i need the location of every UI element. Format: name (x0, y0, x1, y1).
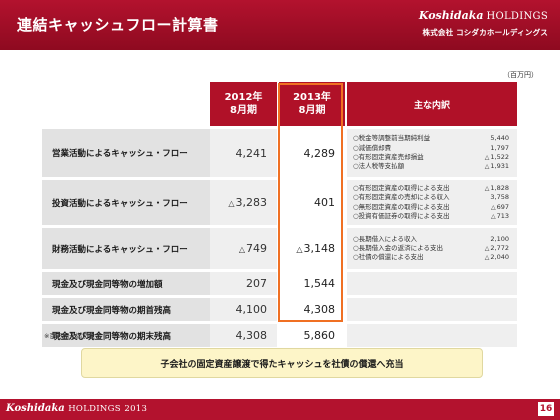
breakdown-item: ○有形固定資産の売却による収入 3,758 (353, 193, 509, 202)
negative-marker: △ (484, 254, 490, 262)
breakdown-list: ○有形固定資産の取得による支出 △1,828 ○有形固定資産の売却による収入 3,7… (345, 178, 517, 228)
header-fy2012: 2012年 8月期 (210, 82, 279, 129)
breakdown-empty (345, 322, 517, 350)
table-row-ending-balance: 現金及び現金同等物の期末残高 4,308 5,860 (42, 322, 517, 350)
negative-marker: △ (296, 245, 303, 254)
breakdown-list: ○長期借入による収入 2,100 ○長期借入金の返済による支出 △2,772 ○社債… (345, 226, 517, 272)
summary-banner: 子会社の固定資産譲渡で得たキャッシュを社債の償還へ充当 (81, 348, 483, 378)
cash-flow-table: 2012年 8月期 2013年 8月期 主な内訳 営業活動によるキャッシュ・フロ… (42, 82, 517, 350)
header-fy2013: 2013年 8月期 (278, 82, 346, 129)
value-2012: △3,283 (210, 178, 279, 228)
negative-marker: △ (490, 203, 496, 211)
header-fy2013-period: 8月期 (298, 105, 326, 116)
negative-marker: △ (484, 154, 490, 161)
table-row-financing: 財務活動によるキャッシュ・フロー △749 △3,148 ○長期借入による収入 2… (42, 226, 517, 272)
company-name: 株式会社 コシダカホールディングス (422, 28, 548, 37)
breakdown-item: ○有形固定資産売却損益 △1,522 (353, 153, 509, 161)
value-2013: 5,860 (278, 322, 346, 350)
header-blank-cell (42, 82, 210, 129)
breakdown-item: ○投資有価証券の取得による支出 △713 (353, 211, 509, 220)
negative-marker: △ (484, 244, 490, 252)
header-fy2012-period: 8月期 (230, 105, 257, 116)
breakdown-item: ○有形固定資産の取得による支出 △1,828 (353, 183, 509, 192)
table-row-increase: 現金及び現金同等物の増加額 207 1,544 (42, 270, 517, 298)
slide-title: 連結キャッシュフロー計算書 (17, 16, 219, 34)
breakdown-item: ○長期借入金の返済による支出 △2,772 (353, 243, 509, 252)
negative-marker: △ (484, 184, 490, 192)
footer-brand: Koshidaka HOLDINGS 2013 (6, 403, 147, 414)
page-number: 16 (538, 402, 554, 416)
value-2013: △3,148 (278, 226, 346, 272)
value-2012: △749 (210, 226, 279, 272)
footer-year: 2013 (124, 404, 148, 414)
value-2013: 1,544 (278, 270, 346, 298)
table-row-operating: 営業活動によるキャッシュ・フロー 4,241 4,289 ○税金等調整前当期純利… (42, 127, 517, 180)
footer-brand-name: Koshidaka (6, 403, 65, 414)
breakdown-list: ○税金等調整前当期純利益 5,440 ○減価償却費 1,797 ○有形固定資産売却損… (345, 127, 517, 180)
table-row-beginning-balance: 現金及び現金同等物の期首残高 4,100 4,308 (42, 296, 517, 324)
breakdown-item: ○長期借入による収入 2,100 (353, 234, 509, 243)
negative-marker: △ (484, 163, 490, 171)
table-header-row: 2012年 8月期 2013年 8月期 主な内訳 (42, 82, 517, 129)
value-2013: 401 (278, 178, 346, 228)
row-label: 営業活動によるキャッシュ・フロー (42, 127, 210, 180)
breakdown-item: ○減価償却費 1,797 (353, 143, 509, 152)
unit-label: （百万円） (503, 71, 538, 79)
company-logo: Koshidaka HOLDINGS (419, 9, 548, 22)
value-2013: 4,289 (278, 127, 346, 180)
footnote: ※百万円未満切捨て (44, 332, 102, 340)
logo-brand: Koshidaka (418, 9, 484, 22)
negative-marker: △ (490, 212, 496, 220)
value-2012: 4,100 (210, 296, 279, 324)
slide-footer: Koshidaka HOLDINGS 2013 16 (0, 399, 560, 420)
footer-holdings: HOLDINGS (68, 404, 121, 414)
value-2012: 207 (210, 270, 279, 298)
negative-marker: △ (228, 199, 235, 208)
slide-header: 連結キャッシュフロー計算書 Koshidaka HOLDINGS 株式会社 コシダ… (0, 0, 560, 50)
header-main-breakdown: 主な内訳 (345, 82, 517, 129)
row-label: 現金及び現金同等物の期末残高 (42, 322, 210, 350)
value-2012: 4,241 (210, 127, 279, 180)
header-fy2013-year: 2013年 (293, 92, 331, 103)
logo-holdings: HOLDINGS (486, 11, 548, 22)
value-2012: 4,308 (210, 322, 279, 350)
breakdown-item: ○社債の償還による支出 △2,040 (353, 253, 509, 262)
row-label: 投資活動によるキャッシュ・フロー (42, 178, 210, 228)
breakdown-item: ○無形固定資産の取得による支出 △697 (353, 202, 509, 211)
breakdown-empty (345, 270, 517, 298)
value-2013: 4,308 (278, 296, 346, 324)
header-fy2012-year: 2012年 (224, 92, 263, 103)
row-label: 現金及び現金同等物の増加額 (42, 270, 210, 298)
breakdown-empty (345, 296, 517, 324)
breakdown-item: ○税金等調整前当期純利益 5,440 (353, 134, 509, 143)
negative-marker: △ (238, 245, 245, 254)
row-label: 財務活動によるキャッシュ・フロー (42, 226, 210, 272)
row-label: 現金及び現金同等物の期首残高 (42, 296, 210, 324)
breakdown-item: ○法人税等支払額 △1,931 (353, 162, 509, 171)
table-row-investing: 投資活動によるキャッシュ・フロー △3,283 401 ○有形固定資産の取得によ… (42, 178, 517, 228)
